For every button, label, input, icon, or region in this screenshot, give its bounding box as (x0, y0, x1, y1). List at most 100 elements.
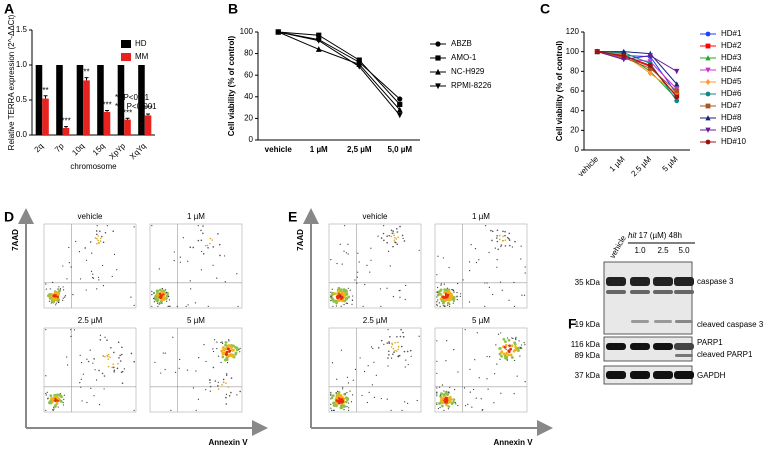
flow-dot (440, 392, 443, 396)
flow-dot (500, 244, 503, 246)
flow-dot (189, 280, 191, 282)
flow-dot (107, 353, 110, 356)
flow-dot (492, 293, 494, 296)
flow-dot (53, 408, 55, 410)
flow-dot (402, 237, 404, 240)
flow-dot (209, 385, 212, 388)
flow-dot (120, 353, 123, 356)
flow-dot (334, 404, 338, 408)
flow-dot (436, 303, 438, 305)
point (356, 57, 362, 63)
flow-dot (232, 344, 235, 348)
point (396, 106, 403, 113)
significance: *** (143, 104, 152, 113)
flow-dot (153, 291, 155, 294)
flow-dot (354, 279, 356, 281)
flow-dot (341, 400, 345, 403)
blot-box (603, 261, 693, 335)
flow-dot (178, 367, 180, 369)
flow-dot (392, 296, 395, 298)
flow-dot (72, 294, 74, 296)
flow-dot (436, 274, 438, 276)
error-bar (105, 110, 110, 112)
flow-dot (212, 246, 215, 248)
flow-dot (382, 232, 385, 235)
x-tick-label: 2,5 µM (347, 145, 372, 154)
flow-dot (225, 356, 229, 360)
flow-dot (464, 405, 467, 407)
bar (62, 128, 70, 135)
flow-dot (387, 250, 390, 252)
flow-dot (494, 373, 496, 375)
flow-dot (225, 396, 227, 399)
flow-dot (164, 352, 166, 354)
point (674, 98, 680, 104)
flow-dot (107, 365, 110, 368)
flow-dot (59, 287, 61, 290)
flow-dot (331, 362, 334, 364)
flow-dot (113, 253, 116, 255)
flow-dot (517, 349, 520, 352)
flow-dot (53, 294, 56, 298)
flow-dot (496, 229, 499, 232)
flow-dot (401, 234, 404, 237)
flow-dot (216, 277, 218, 279)
legend-label: MM (135, 52, 149, 61)
flow-dot (418, 335, 420, 337)
flow-dot (63, 394, 65, 396)
series-line (278, 31, 401, 105)
flow-dot (63, 398, 65, 400)
x-tick-label: 2q (32, 142, 45, 155)
flow-dot (45, 394, 47, 396)
legend-marker (705, 103, 711, 109)
legend-label: HD#5 (721, 77, 742, 86)
flow-dot (102, 355, 104, 357)
flow-dot (168, 299, 171, 301)
flow-dot (236, 273, 238, 275)
flow-dot (104, 355, 106, 358)
flow-dot (452, 398, 456, 402)
flow-dot (92, 277, 95, 279)
flow-dot (480, 398, 482, 400)
flow-dot (437, 292, 441, 296)
flow-dot (214, 380, 217, 382)
flow-dot (520, 258, 522, 260)
flow-dot (117, 341, 120, 344)
flow-dot (346, 302, 349, 305)
flow-dot (386, 398, 388, 400)
flow-dot (439, 394, 441, 396)
flow-dot (367, 365, 369, 367)
flow-dot (206, 244, 209, 247)
flow-dot (330, 393, 332, 395)
bar (97, 65, 104, 135)
flow-dot (438, 302, 440, 304)
y-tick-label: 120 (566, 27, 580, 36)
flow-dot (337, 400, 341, 404)
flow-dot (392, 245, 394, 248)
legend-marker (435, 83, 441, 90)
flow-dot (209, 242, 211, 245)
flow-dot (179, 261, 181, 263)
flow-dot (393, 234, 395, 237)
flow-dot (160, 372, 162, 374)
flow-dot (496, 363, 498, 365)
flow-dot (469, 270, 471, 272)
flow-dot (333, 292, 337, 296)
band (675, 320, 693, 323)
flow-dot (179, 358, 181, 361)
flow-dot (380, 339, 383, 342)
flow-dot (109, 356, 111, 358)
flow-dot (520, 245, 522, 247)
flow-dot (500, 354, 504, 358)
flow-dot (75, 240, 77, 243)
flow-dot (442, 257, 445, 259)
flow-dot (52, 409, 54, 411)
flow-dot (463, 387, 466, 389)
flow-dot (515, 336, 517, 338)
flow-dot (351, 299, 354, 302)
legend-marker (705, 127, 711, 133)
flow-dot (101, 372, 104, 375)
flow-dot (49, 288, 51, 290)
flow-dot (212, 348, 214, 350)
flow-dot (440, 283, 442, 285)
